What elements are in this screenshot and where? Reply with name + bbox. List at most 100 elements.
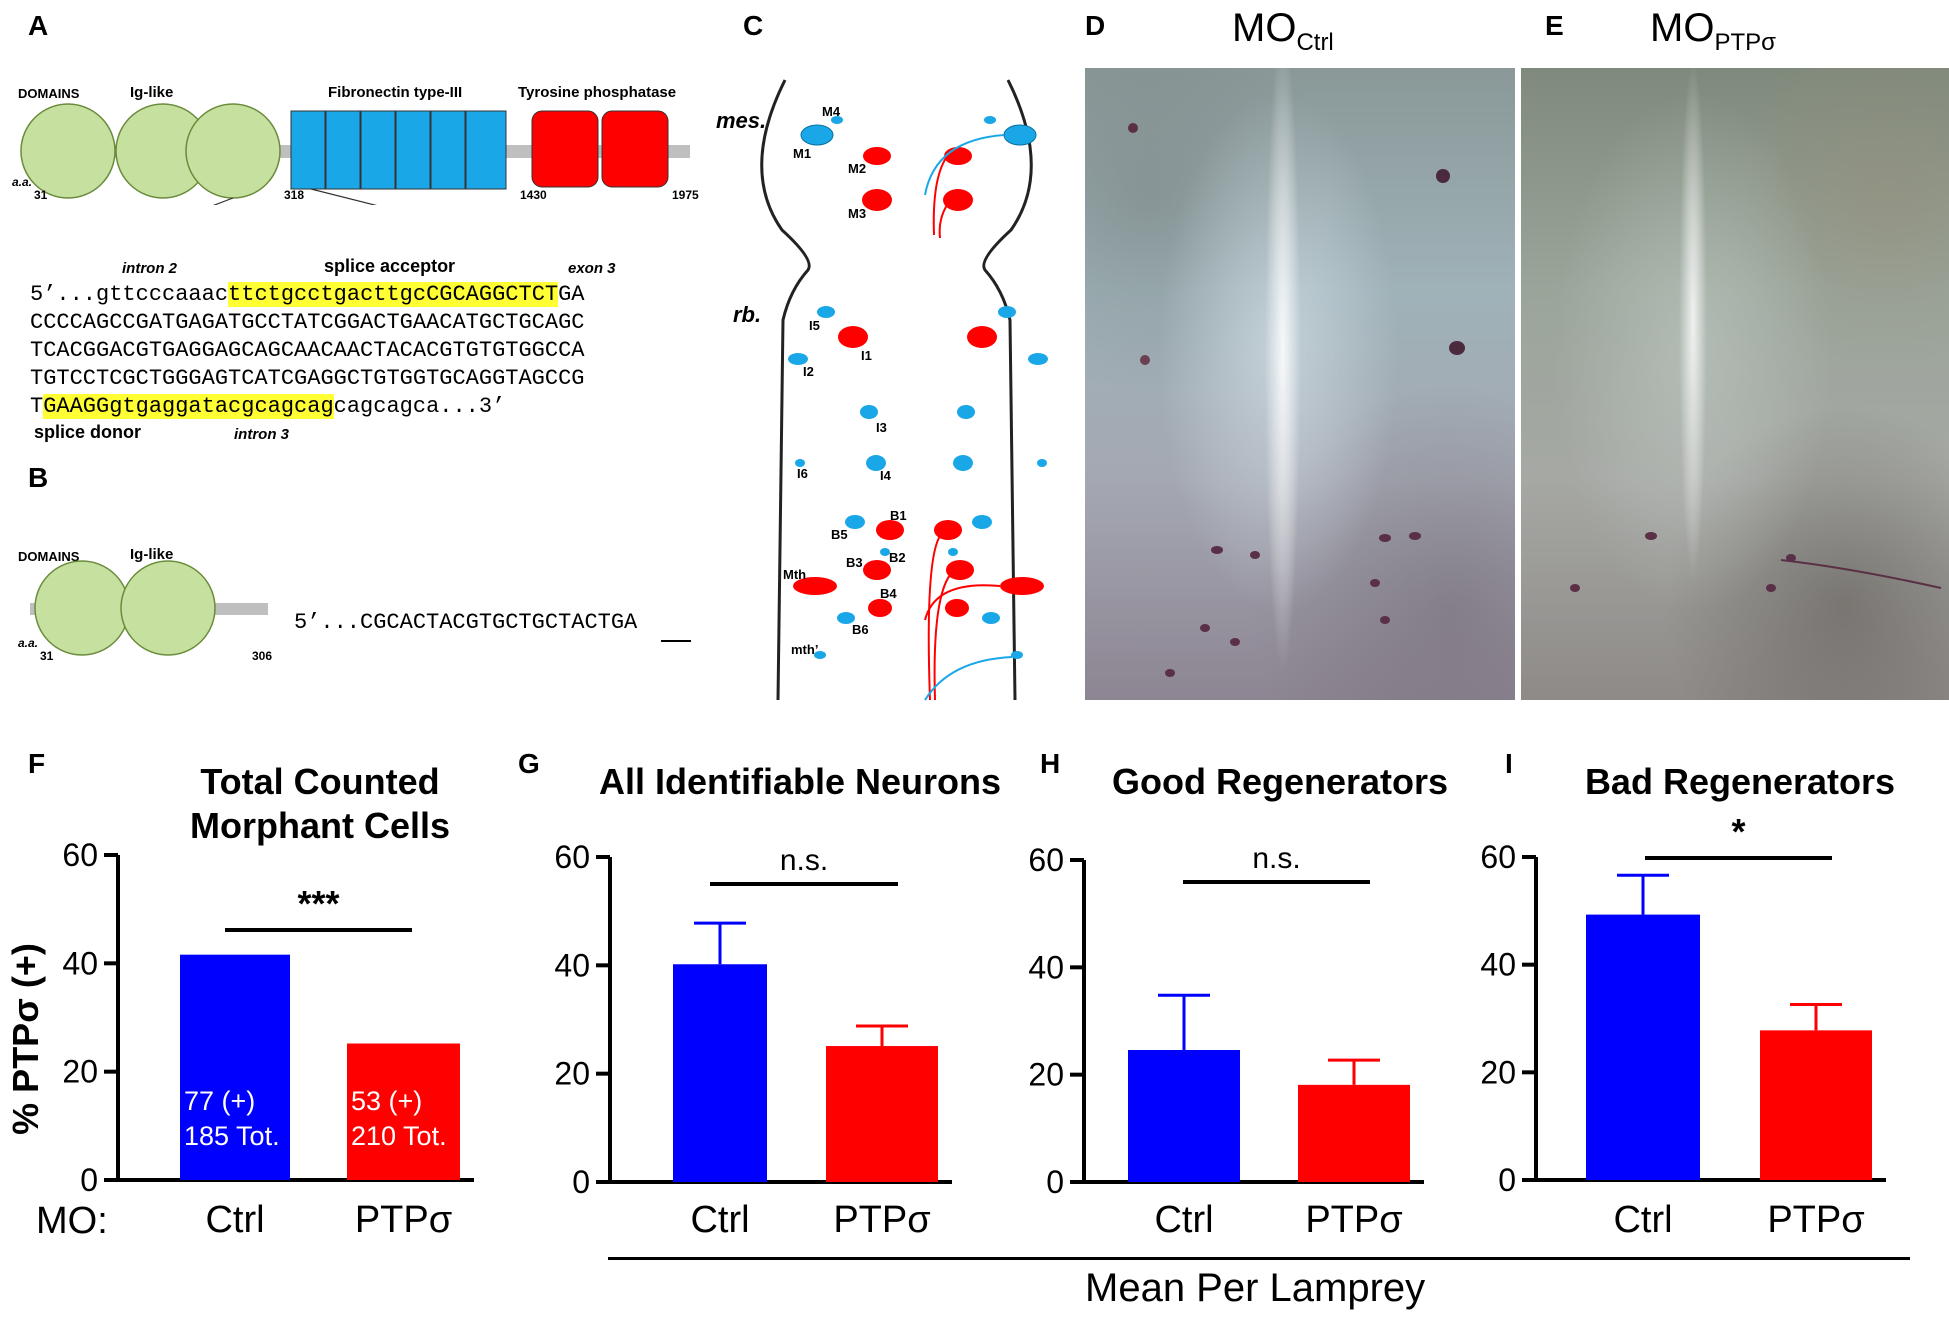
- neuron-b4: [868, 599, 892, 617]
- label-m2: M2: [848, 161, 867, 176]
- neuron-b5-r: [972, 515, 992, 529]
- neuron-i1: [838, 326, 868, 348]
- chart-f-ytick-label-2: 40: [62, 945, 98, 981]
- brain-outline-right: [982, 79, 1033, 701]
- chart-h-ytick-label-2: 40: [1028, 949, 1064, 985]
- chart-f-title-line1: Total Counted: [200, 761, 440, 802]
- chart-f-ytick-label-3: 60: [62, 837, 98, 873]
- fn-domain-5: [430, 110, 466, 190]
- rb-label: rb.: [733, 302, 762, 327]
- fn-domain-2: [325, 110, 361, 190]
- chart-h-bar-ctrl: [1128, 1049, 1240, 1182]
- sequence-line-1: 5’...gttcccaaacttctgcctgacttgcCGCAGGCTCT…: [30, 282, 585, 307]
- label-b4: B4: [880, 586, 897, 601]
- zoom-line-right: [310, 188, 378, 205]
- neuron-i2: [788, 353, 808, 365]
- chart-f-barlabel-total-0: 185 Tot.: [184, 1121, 280, 1151]
- chart-g-bar-ptpσ: [826, 1046, 938, 1182]
- micrograph-ctrl-cells: [1128, 123, 1465, 677]
- neuron-b2-r: [948, 548, 958, 556]
- chart-i-xcat-0: Ctrl: [1613, 1199, 1672, 1241]
- sequence-line-5: TGAAGGgtgaggatacgcagcagcagcagca...3’: [30, 394, 506, 419]
- label-m4: M4: [822, 104, 841, 119]
- axon-mth-r: [924, 584, 1001, 621]
- neuron-b5: [845, 515, 865, 529]
- ig-domain-1: [20, 103, 116, 199]
- chart-h-sig-label: n.s.: [1252, 842, 1300, 875]
- neuron-m4: [831, 116, 843, 124]
- neuron-mth-r: [1000, 577, 1044, 595]
- intron3-label: intron 3: [234, 426, 289, 443]
- mean-per-lamprey-line: [608, 1257, 1910, 1260]
- mo-prefix: MO:: [36, 1200, 108, 1242]
- label-mth-prime: mth’: [791, 642, 819, 657]
- panel-d-title-main: MO: [1232, 6, 1297, 50]
- ig-like-label-b: Ig-like: [130, 546, 174, 563]
- tyrosine-phosphatase-label: Tyrosine phosphatase: [518, 84, 677, 101]
- neuron-i2-r: [1028, 353, 1048, 365]
- intron2-label: intron 2: [122, 260, 177, 277]
- chart-f-xcat-1: PTPσ: [355, 1199, 452, 1241]
- aa-label: a.a.: [12, 175, 33, 189]
- neuron-i3-r: [957, 405, 975, 419]
- neuron-i5-r: [998, 306, 1016, 318]
- chart-i-sig-label: *: [1731, 811, 1745, 852]
- ig-domain-b-2: [120, 560, 216, 656]
- neuron-i1-r: [967, 326, 997, 348]
- panel-letter-h: H: [1040, 748, 1061, 779]
- chart-i-bar-ptpσ: [1760, 1030, 1872, 1180]
- tp-domain-2: [601, 110, 669, 188]
- neuron-b3: [863, 560, 891, 580]
- chart-h-ytick-label-3: 60: [1028, 842, 1064, 878]
- chart-g-xcat-0: Ctrl: [690, 1199, 749, 1241]
- aa-pos-318: 318: [284, 188, 305, 202]
- neuron-i6: [795, 459, 805, 467]
- label-i2: I2: [803, 364, 814, 379]
- chart-f-xcat-0: Ctrl: [205, 1199, 264, 1241]
- protein-domain-diagram-a: [20, 103, 690, 205]
- panel-d-title: MOCtrl: [1232, 6, 1334, 57]
- sequence-line-3: TCACGGACGTGAGGAGCAGCAACAACTACACGTGTGTGGC…: [30, 338, 585, 363]
- chart-f-ytick-label-1: 20: [62, 1054, 98, 1090]
- chart-g-sig-label: n.s.: [780, 844, 828, 877]
- neuron-i4-r: [953, 455, 973, 471]
- axon-b1-r: [927, 535, 941, 701]
- panel-letter-i: I: [1505, 748, 1513, 779]
- neuron-b1-r: [934, 520, 962, 540]
- fibronectin-label: Fibronectin type-III: [328, 84, 463, 101]
- label-mth: Mth: [783, 567, 807, 582]
- aa-pos-1975: 1975: [672, 188, 699, 202]
- chart-f-barlabel-count-1: 53 (+): [351, 1086, 422, 1116]
- label-b1: B1: [890, 508, 907, 523]
- chart-g-xcat-1: PTPσ: [833, 1199, 930, 1241]
- chart-i-title: Bad Regenerators: [1584, 761, 1896, 802]
- label-b2: B2: [889, 550, 906, 565]
- neuron-i4: [866, 455, 886, 471]
- chart-g-ytick-label-3: 60: [554, 839, 590, 875]
- label-i1: I1: [861, 348, 872, 363]
- panel-letter-b: B: [28, 462, 49, 493]
- panel-letter-g: G: [518, 748, 540, 779]
- micrograph-mo-ptp: [1519, 66, 1949, 702]
- neuron-b3-r: [946, 560, 974, 580]
- chart-i-bar-ctrl: [1586, 914, 1700, 1180]
- neuron-m1: [800, 124, 834, 146]
- aa-pos-b-306: 306: [252, 649, 273, 663]
- neuron-m3-r: [943, 189, 973, 211]
- chart-f-title: Total Counted Morphant Cells: [160, 760, 480, 848]
- neuron-b6: [837, 612, 855, 624]
- neuron-mth: [793, 577, 837, 595]
- chart-h-ytick-label-0: 0: [1046, 1164, 1064, 1200]
- neuron-i3: [860, 405, 878, 419]
- tp-domain-1: [531, 110, 599, 188]
- domains-label: DOMAINS: [18, 86, 80, 101]
- neuron-mth-prime-r: [1011, 651, 1023, 659]
- brain-schematic: [760, 79, 1048, 701]
- axon-b3-r: [933, 574, 951, 701]
- chart-f-bar-ptpσ: [347, 1043, 460, 1180]
- ig-like-label: Ig-like: [130, 84, 174, 101]
- label-i3: I3: [876, 420, 887, 435]
- chart-g-ytick-label-1: 20: [554, 1056, 590, 1092]
- chart-g-ytick-label-0: 0: [572, 1164, 590, 1200]
